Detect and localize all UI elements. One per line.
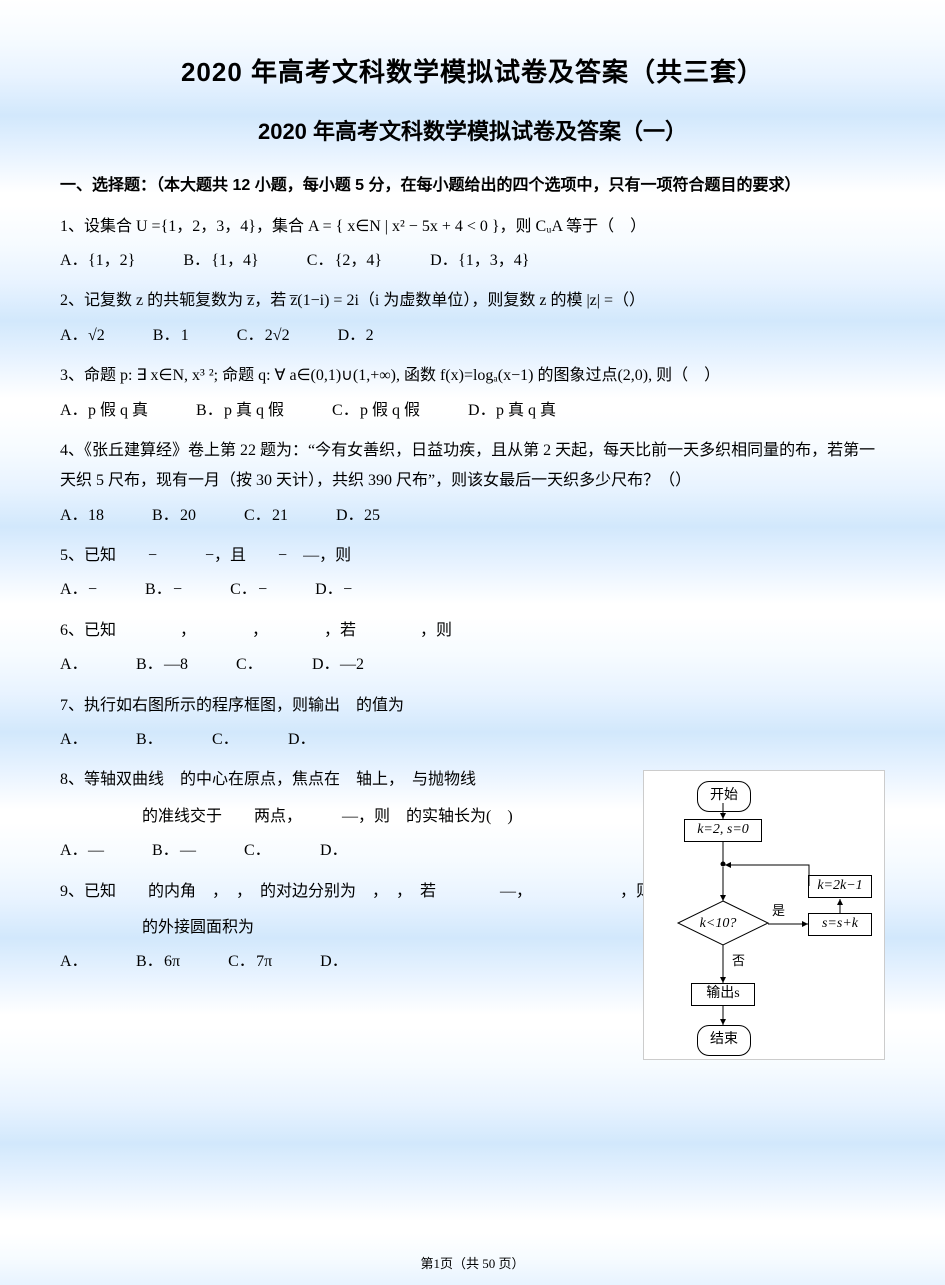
question-1-options: A．{1，2} B．{1，4} C．{2，4} D．{1，3，4} bbox=[60, 246, 885, 276]
q2-opt-d: 2 bbox=[366, 327, 374, 344]
q2-opt-b: 1 bbox=[181, 327, 189, 344]
question-8-line2: 的准线交于 两点， —，则 的实轴长为( ) bbox=[60, 802, 630, 832]
q1-opt-d: {1，3，4} bbox=[458, 252, 529, 269]
q9-opt-c: 7π bbox=[256, 953, 272, 970]
question-6-options: A． B．—8 C． D．—2 bbox=[60, 650, 630, 680]
page-subtitle: 2020 年高考文科数学模拟试卷及答案（一） bbox=[60, 111, 885, 153]
flowchart-update-k: k=2k−1 bbox=[808, 875, 872, 898]
section-one-heading: 一、选择题：（本大题共 12 小题，每小题 5 分，在每小题给出的四个选项中，只… bbox=[60, 171, 885, 201]
question-5: 5、已知 − −，且 − —，则 bbox=[60, 541, 885, 571]
flowchart-init: k=2, s=0 bbox=[684, 819, 762, 842]
q4-opt-d: 25 bbox=[364, 507, 380, 524]
q3-opt-d: p 真 q 真 bbox=[496, 402, 556, 419]
flowchart-condition: k<10? bbox=[678, 901, 758, 941]
question-3-options: A．p 假 q 真 B．p 真 q 假 C．p 假 q 假 D．p 真 q 真 bbox=[60, 396, 885, 426]
q2-opt-a: √2 bbox=[88, 327, 105, 344]
q4-opt-c: 21 bbox=[272, 507, 288, 524]
q5-opt-b: − bbox=[173, 581, 182, 598]
q1-opt-a: {1，2} bbox=[88, 252, 135, 269]
q1-opt-c: {2，4} bbox=[335, 252, 382, 269]
q5-opt-c: − bbox=[258, 581, 267, 598]
q3-opt-a: p 假 q 真 bbox=[88, 402, 148, 419]
page-footer: 第1页（共 50 页） bbox=[0, 1252, 945, 1277]
q2-opt-c: 2√2 bbox=[265, 327, 290, 344]
question-2: 2、记复数 z 的共轭复数为 z̅，若 z̅(1−i) = 2i（i 为虚数单位… bbox=[60, 286, 885, 316]
question-7: 7、执行如右图所示的程序框图，则输出 的值为 bbox=[60, 691, 630, 721]
q8-opt-a: — bbox=[88, 842, 104, 859]
q8-opt-b: — bbox=[180, 842, 196, 859]
question-4: 4、《张丘建算经》卷上第 22 题为：“今有女善织，日益功疾，且从第 2 天起，… bbox=[60, 436, 885, 497]
q6-opt-d: —2 bbox=[340, 656, 364, 673]
question-4-options: A．18 B．20 C．21 D．25 bbox=[60, 501, 885, 531]
q4-opt-b: 20 bbox=[180, 507, 196, 524]
q6-opt-b: —8 bbox=[164, 656, 188, 673]
q3-opt-c: p 假 q 假 bbox=[360, 402, 420, 419]
page-title: 2020 年高考文科数学模拟试卷及答案（共三套） bbox=[60, 48, 885, 97]
q1-opt-b: {1，4} bbox=[211, 252, 258, 269]
question-3: 3、命题 p: ∃ x∈N, x³ ²; 命题 q: ∀ a∈(0,1)∪(1,… bbox=[60, 361, 885, 391]
flowchart: 开始 k=2, s=0 k<10? 是 s=s+k k=2k−1 bbox=[643, 770, 885, 1060]
q4-opt-a: 18 bbox=[88, 507, 104, 524]
question-1: 1、设集合 U ={1，2，3，4}，集合 A = { x∈N | x² − 5… bbox=[60, 212, 885, 242]
flowchart-update-s: s=s+k bbox=[808, 913, 872, 936]
q5-opt-d: − bbox=[343, 581, 352, 598]
flowchart-output: 输出s bbox=[691, 983, 755, 1006]
flowchart-end: 结束 bbox=[697, 1025, 751, 1056]
q5-opt-a: − bbox=[88, 581, 97, 598]
q3-opt-b: p 真 q 假 bbox=[224, 402, 284, 419]
q9-opt-b: 6π bbox=[164, 953, 180, 970]
question-6: 6、已知 ， ， ，若 ，则 bbox=[60, 616, 630, 646]
question-2-options: A．√2 B．1 C．2√2 D．2 bbox=[60, 321, 885, 351]
question-5-options: A．− B．− C．− D．− bbox=[60, 575, 885, 605]
flowchart-no-label: 否 bbox=[732, 949, 745, 974]
question-7-options: A． B． C． D． bbox=[60, 725, 630, 755]
question-8-line1: 8、等轴双曲线 的中心在原点，焦点在 轴上， 与抛物线 bbox=[60, 765, 630, 795]
